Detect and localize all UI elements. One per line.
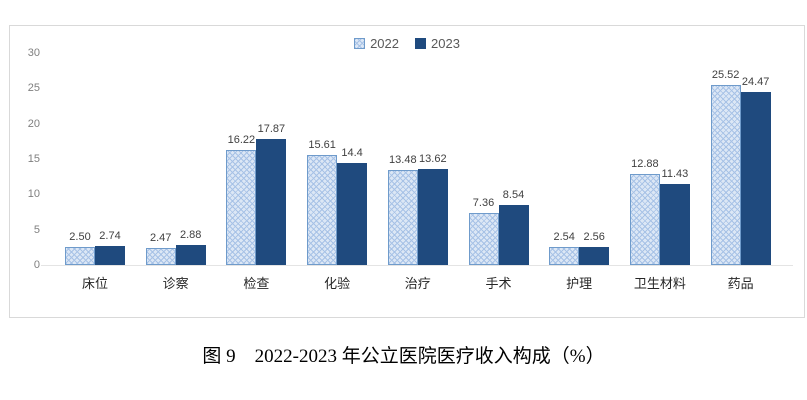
category-label-治疗: 治疗 (404, 276, 431, 291)
bar-value-label: 2.54 (553, 231, 575, 244)
legend-swatch-2023-solid (415, 38, 426, 49)
chart-area: 2022 2023 0 5 10 15 20 25 30 2.50 2.74 床位 2.47 2.88… (9, 25, 805, 318)
bar-2022-化验 (307, 154, 338, 265)
y-tick-label: 20 (27, 117, 40, 130)
bar-2022-床位 (65, 247, 95, 265)
bar-value-label: 7.36 (472, 196, 495, 209)
bar-value-label: 2.56 (583, 230, 605, 243)
bar-2022-卫生材料 (629, 173, 660, 265)
category-label-检查: 检查 (243, 276, 270, 291)
bar-value-label: 25.52 (711, 68, 740, 81)
bar-2023-检查 (256, 138, 287, 265)
chart-legend: 2022 2023 (10, 36, 804, 51)
legend-swatch-2022-hatched (354, 38, 366, 49)
bar-value-label: 15.61 (308, 138, 336, 151)
bar-2023-手术 (498, 204, 529, 265)
figure-caption: 图 9 2022-2023 年公立医院医疗收入构成（%） (202, 346, 605, 367)
bar-value-label: 16.22 (227, 134, 256, 147)
bar-value-label: 14.4 (341, 147, 363, 160)
legend-label-2022: 2022 (370, 36, 399, 51)
bar-value-label: 13.48 (389, 153, 417, 166)
y-tick-label: 10 (27, 188, 40, 201)
bar-value-label: 11.43 (661, 168, 689, 181)
category-label-卫生材料: 卫生材料 (633, 276, 686, 291)
y-tick-label: 0 (33, 259, 40, 271)
bar-value-label: 2.74 (99, 229, 121, 242)
bar-2023-化验 (337, 163, 368, 265)
legend-item-2022: 2022 (354, 36, 399, 51)
bar-2023-治疗 (417, 168, 448, 265)
category-label-化验: 化验 (324, 276, 351, 291)
y-tick-label: 15 (27, 153, 40, 165)
bar-2023-诊察 (175, 244, 206, 265)
x-axis-line (41, 265, 793, 266)
bar-value-label: 8.54 (502, 188, 525, 201)
bar-2022-手术 (468, 212, 499, 265)
bar-2022-治疗 (387, 169, 418, 265)
category-label-床位: 床位 (81, 276, 109, 291)
y-tick-label: 5 (33, 223, 40, 236)
bar-value-label: 24.47 (741, 76, 770, 89)
bar-2022-护理 (549, 247, 580, 265)
bar-2022-药品 (710, 84, 741, 265)
bar-2022-检查 (226, 150, 257, 265)
y-tick-label: 25 (27, 82, 40, 95)
legend-label-2023: 2023 (431, 36, 460, 51)
bar-2023-药品 (740, 92, 771, 265)
bar-value-label: 12.88 (631, 157, 659, 170)
legend-item-2023: 2023 (415, 36, 460, 51)
bar-value-label: 2.47 (149, 231, 172, 244)
category-label-护理: 护理 (566, 276, 593, 291)
bar-2023-卫生材料 (659, 184, 690, 265)
bar-2023-床位 (95, 245, 125, 265)
bar-value-label: 17.87 (257, 122, 286, 135)
category-label-药品: 药品 (727, 276, 754, 291)
category-label-手术: 手术 (485, 276, 512, 291)
bar-value-label: 2.88 (179, 228, 202, 241)
y-tick-label: 30 (27, 47, 40, 59)
bar-value-label: 13.62 (419, 152, 447, 165)
bar-value-label: 2.50 (69, 231, 91, 244)
bar-2022-诊察 (145, 247, 176, 265)
category-label-诊察: 诊察 (162, 276, 189, 291)
bar-2023-护理 (579, 246, 610, 265)
